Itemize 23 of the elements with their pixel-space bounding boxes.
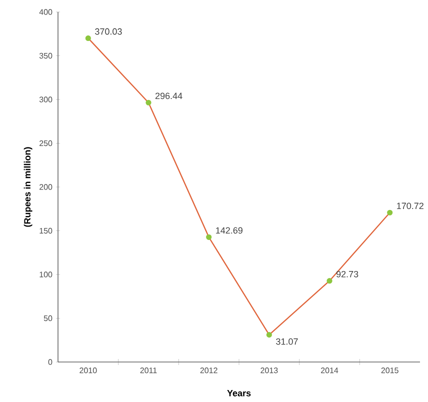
y-tick-label: 150: [40, 228, 52, 234]
y-tick-label: 400: [39, 9, 52, 15]
data-label: 92.73: [336, 270, 358, 278]
x-tick-label: 2012: [200, 368, 218, 374]
data-label: 370.03: [95, 28, 122, 35]
y-axis-title: (Rupees in million): [24, 147, 32, 227]
y-tick-label: 50: [44, 315, 52, 322]
y-tick-label: 300: [39, 96, 52, 102]
x-tick-label: 2013: [260, 368, 278, 374]
x-axis-title: Years: [227, 390, 251, 396]
y-tick-label: 250: [40, 140, 52, 146]
data-label: 296.44: [155, 92, 182, 100]
data-label: 31.07: [276, 338, 298, 345]
x-tick-label: 2014: [321, 368, 338, 374]
y-tick-label: 100: [40, 272, 52, 278]
y-tick-label: 0: [48, 359, 52, 365]
x-tick-label: 2010: [80, 368, 97, 374]
y-tick-label: 200: [40, 184, 52, 190]
data-label: 142.69: [216, 227, 242, 234]
data-label: 170.72: [397, 202, 424, 210]
x-tick-label: 2015: [381, 368, 398, 374]
x-tick-label: 2011: [140, 368, 157, 374]
y-tick-label: 350: [39, 52, 52, 59]
